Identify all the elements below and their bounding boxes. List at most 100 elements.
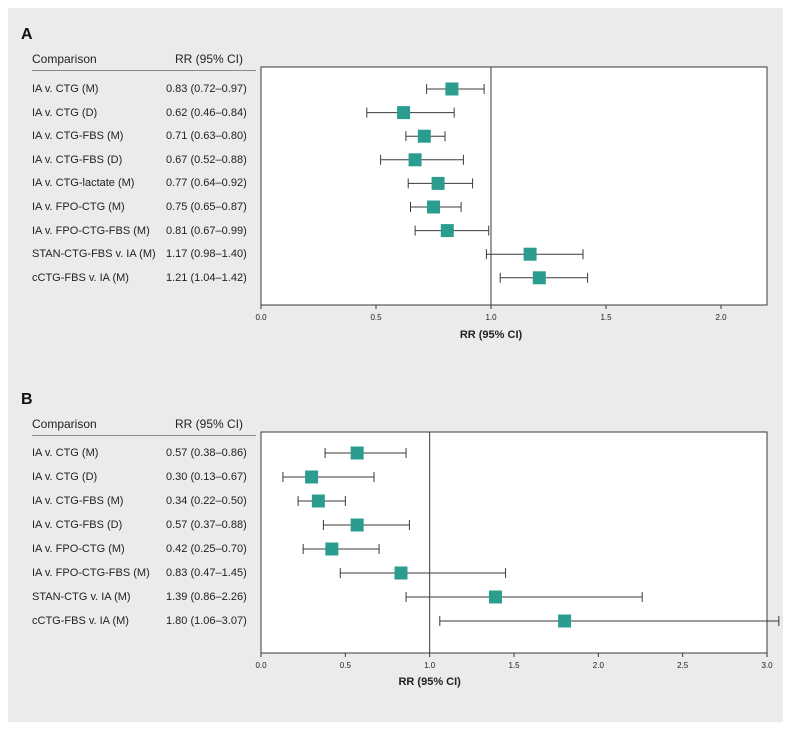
rr-marker <box>445 82 459 96</box>
x-tick: 1.5 <box>508 653 520 670</box>
row-rr-value: 0.62 (0.46–0.84) <box>166 106 247 119</box>
row-label: IA v. FPO-CTG (M) <box>32 201 125 213</box>
header-divider-a <box>32 70 256 71</box>
row-label: IA v. CTG-FBS (M) <box>32 495 124 507</box>
row-label: STAN-CTG-FBS v. IA (M) <box>32 248 156 261</box>
rr-marker <box>440 224 454 238</box>
row-label: IA v. CTG (M) <box>32 83 99 95</box>
rr-marker <box>523 247 537 261</box>
header-comparison-a: Comparison <box>32 52 97 66</box>
x-tick: 2.0 <box>593 653 604 670</box>
x-tick-label: 1.5 <box>600 313 612 322</box>
x-axis-title: RR (95% CI) <box>398 676 461 688</box>
x-tick: 0.5 <box>340 653 352 670</box>
ci-row <box>380 153 464 167</box>
row-rr-value: 0.77 (0.64–0.92) <box>166 177 247 190</box>
row-rr-value: 0.83 (0.47–1.45) <box>166 567 247 579</box>
x-tick-label: 1.5 <box>508 661 520 670</box>
ci-row <box>405 129 446 143</box>
header-divider-b <box>32 435 256 436</box>
x-tick-label: 1.0 <box>424 661 436 670</box>
ci-row <box>414 224 490 238</box>
row-label: IA v. CTG (M) <box>32 447 99 459</box>
plot-area <box>260 431 768 654</box>
rr-marker <box>350 518 364 532</box>
ci-row <box>499 271 589 285</box>
x-tick: 3.0 <box>761 653 773 670</box>
ci-row <box>322 518 410 532</box>
x-tick: 0.5 <box>370 305 382 322</box>
row-rr-value: 0.30 (0.13–0.67) <box>166 471 247 483</box>
ci-row <box>324 446 407 460</box>
row-label: cCTG-FBS v. IA (M) <box>32 271 129 284</box>
rr-marker <box>311 494 325 508</box>
rr-marker <box>431 176 445 190</box>
row-rr-value: 0.34 (0.22–0.50) <box>166 495 247 507</box>
row-rr-value: 0.57 (0.38–0.86) <box>166 447 247 459</box>
ci-row <box>485 247 584 261</box>
ci-row <box>297 494 346 508</box>
row-rr-value: 1.80 (1.06–3.07) <box>166 615 247 627</box>
forest-plot-b: 0.0 0.5 1.0 1.5 2.0 2.5 3.0 RR (95% CI) <box>255 431 780 688</box>
rr-marker <box>488 590 502 604</box>
x-tick: 1.0 <box>485 305 497 322</box>
rr-marker <box>408 153 422 167</box>
panel-label-a: A <box>21 26 33 43</box>
x-tick: 0.0 <box>255 653 267 670</box>
header-comparison-b: Comparison <box>32 417 97 431</box>
row-rr-value: 0.42 (0.25–0.70) <box>166 543 247 555</box>
x-tick: 1.0 <box>424 653 436 670</box>
x-tick-label: 0.5 <box>340 661 352 670</box>
row-label: cCTG-FBS v. IA (M) <box>32 615 129 627</box>
rr-marker <box>397 106 411 120</box>
header-rr-b: RR (95% CI) <box>175 417 244 431</box>
panel-label-b: B <box>21 391 33 408</box>
row-rr-value: 0.83 (0.72–0.97) <box>166 83 247 95</box>
row-rr-value: 0.75 (0.65–0.87) <box>166 201 247 213</box>
x-tick: 2.5 <box>677 653 689 670</box>
header-rr-a: RR (95% CI) <box>175 52 244 66</box>
row-label: IA v. CTG (D) <box>32 471 98 483</box>
x-tick: 2.0 <box>715 305 727 322</box>
rr-marker <box>417 129 431 143</box>
ci-row <box>302 542 380 556</box>
x-tick-label: 0.0 <box>255 313 267 322</box>
x-tick-label: 2.0 <box>715 313 727 322</box>
ci-row <box>426 82 485 96</box>
ci-row <box>339 566 507 580</box>
plot-area <box>260 66 768 306</box>
row-rr-value: 0.71 (0.63–0.80) <box>166 130 247 143</box>
row-label: IA v. CTG-FBS (D) <box>32 519 123 531</box>
row-label: IA v. CTG (D) <box>32 106 98 119</box>
x-tick-label: 3.0 <box>761 661 773 670</box>
row-label: STAN-CTG v. IA (M) <box>32 591 131 603</box>
ci-row <box>439 614 780 628</box>
rr-marker <box>325 542 339 556</box>
row-label: IA v. FPO-CTG-FBS (M) <box>32 567 150 579</box>
rr-marker <box>394 566 408 580</box>
ci-row <box>407 176 474 190</box>
x-tick-label: 0.5 <box>370 313 382 322</box>
panel-a: A Comparison RR (95% CI) IA v. CTG (M) 0.… <box>8 8 783 348</box>
row-label: IA v. CTG-FBS (M) <box>32 130 124 143</box>
rr-marker <box>305 470 319 484</box>
rr-marker <box>350 446 364 460</box>
x-tick-label: 2.5 <box>677 661 689 670</box>
ci-row <box>410 200 462 214</box>
ci-row <box>405 590 643 604</box>
row-rr-value: 1.21 (1.04–1.42) <box>166 271 247 284</box>
x-tick: 0.0 <box>255 305 267 322</box>
row-label: IA v. FPO-CTG-FBS (M) <box>32 224 150 237</box>
x-tick-label: 1.0 <box>485 313 497 322</box>
row-label: IA v. CTG-lactate (M) <box>32 177 135 190</box>
forest-plot-a: 0.0 0.5 1.0 1.5 2.0 RR (95% CI) <box>255 66 768 341</box>
rr-marker <box>558 614 572 628</box>
ci-row <box>282 470 375 484</box>
row-label: IA v. CTG-FBS (D) <box>32 153 123 166</box>
row-rr-value: 0.67 (0.52–0.88) <box>166 153 247 166</box>
x-tick: 1.5 <box>600 305 612 322</box>
rr-marker <box>532 271 546 285</box>
row-rr-value: 1.17 (0.98–1.40) <box>166 248 247 261</box>
row-rr-value: 1.39 (0.86–2.26) <box>166 591 247 603</box>
panel-b: B Comparison RR (95% CI) IA v. CTG (M) 0.… <box>8 373 783 693</box>
